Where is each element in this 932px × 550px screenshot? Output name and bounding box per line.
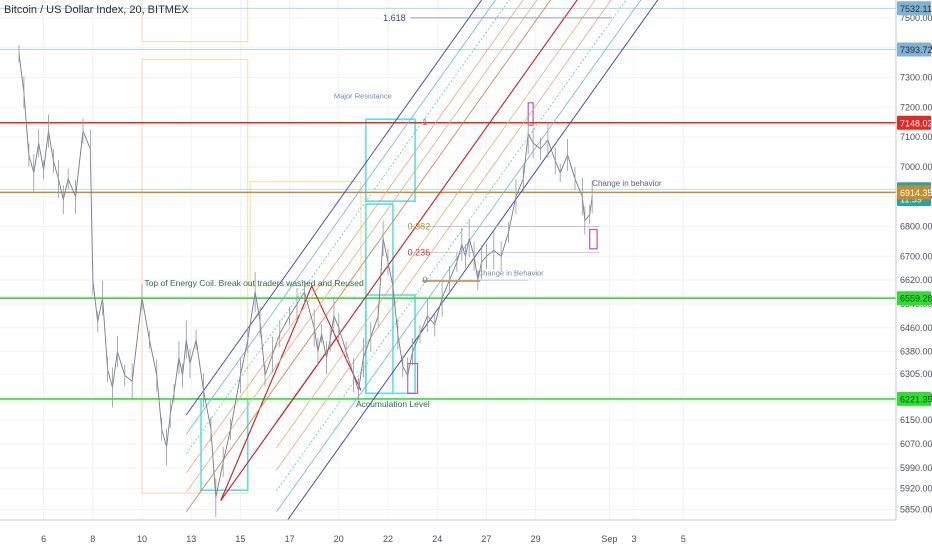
pitchfork-line-0 [185, 0, 483, 416]
fib-label-1: 1 [422, 117, 427, 127]
major-resistance-label: Major Resistance [334, 91, 392, 100]
price-badge-label-2: 7148.02 [900, 118, 932, 128]
time-tick-label-3: 13 [186, 534, 196, 544]
price-badge-6 [897, 291, 931, 306]
change-behavior-1-label: Change in behavior [592, 179, 662, 188]
pitchfork-line-7 [276, 0, 596, 449]
price-tick-label-15: 7100.00 [900, 132, 932, 142]
price-tick-label-4: 6150.00 [900, 415, 932, 425]
fib-label-3: 0.236 [408, 248, 431, 258]
time-tick-label-0: 6 [41, 534, 46, 544]
time-tick-label-8: 24 [432, 534, 442, 544]
price-tick-label-2: 5990.00 [900, 463, 932, 473]
price-badge-7 [897, 391, 931, 406]
price-badges: 7532.117393.727148.026924.8511:596914.35… [897, 1, 932, 406]
drawing-rect-3 [365, 118, 416, 202]
price-axis[interactable]: 5850.005920.005990.006070.006150.006230.… [895, 0, 932, 550]
energy-coil-label: Top of Energy Coil. Break out traders wa… [144, 278, 364, 288]
time-tick-label-11: Sep [601, 534, 617, 544]
fib-label-0: 1.618 [383, 13, 406, 23]
price-tick-label-17: 7300.00 [900, 72, 932, 82]
price-axis-bg [896, 0, 932, 550]
price-tick-label-7: 6380.00 [900, 347, 932, 357]
pitchfork-line-3 [186, 0, 524, 474]
time-tick-label-5: 17 [285, 534, 295, 544]
time-tick-label-13: 5 [681, 534, 686, 544]
price-badge-label-5: 6914.35 [900, 188, 932, 198]
price-tick-label-16: 7200.00 [900, 102, 932, 112]
time-tick-label-12: 3 [631, 534, 636, 544]
price-badge-label-6: 6559.28 [900, 294, 932, 304]
price-tick-label-1: 5920.00 [900, 484, 932, 494]
price-badge-1 [897, 42, 931, 57]
pitchfork-line-10 [276, 0, 642, 513]
drawing-rect-1 [141, 59, 249, 494]
pitchfork-line-8 [276, 0, 612, 471]
drawing-rectangles [141, 0, 598, 494]
price-tick-label-0: 5850.00 [900, 505, 932, 515]
time-tick-label-2: 10 [137, 534, 147, 544]
time-tick-label-9: 27 [481, 534, 491, 544]
pitchfork-channel [185, 0, 659, 537]
time-tick-label-10: 29 [531, 534, 541, 544]
pitchfork-line-4 [186, 0, 538, 493]
price-tick-label-19: 7500.00 [900, 13, 932, 23]
price-tick-label-12: 6800.00 [900, 221, 932, 231]
accumulation-label: Accumulation Level [356, 399, 430, 409]
price-badge-5 [897, 185, 931, 200]
drawing-rect-8 [527, 102, 534, 126]
price-tick-label-3: 6070.00 [900, 439, 932, 449]
chart-drawings [410, 17, 612, 282]
price-badge-label-7: 6221.35 [900, 394, 932, 404]
time-axis[interactable]: 6 8 10 13 15 17 20 22 24 27 29 Sep 3 5 [0, 519, 896, 550]
price-badge-2 [897, 115, 931, 130]
drawing-rect-9 [589, 228, 598, 250]
price-badge-label-0: 7532.11 [900, 4, 932, 14]
pitchfork-line-5 [186, 0, 552, 512]
price-series [18, 44, 593, 518]
change-behavior-2-label: Change in Behavior [478, 269, 544, 278]
time-tick-label-1: 8 [90, 534, 95, 544]
price-badge-0 [897, 1, 931, 16]
time-tick-label-7: 22 [383, 534, 393, 544]
chart-title: Bitcoin / US Dollar Index, 20, BITMEX [4, 4, 189, 16]
fib-label-4: 0 [422, 275, 427, 285]
price-tick-label-8: 6460.00 [900, 323, 932, 333]
pitchfork-line-11 [275, 0, 659, 537]
price-tick-label-14: 7000.00 [900, 162, 932, 172]
time-axis-bg [0, 520, 896, 550]
chart-annotations: 1.618 1 0.382 0.236 0 Major Resistance Top of … [144, 13, 661, 409]
price-tick-label-11: 6700.00 [900, 251, 932, 261]
time-tick-label-4: 15 [235, 534, 245, 544]
price-tick-label-6: 6305.00 [900, 369, 932, 379]
pitchfork-handle [220, 284, 362, 501]
price-tick-label-10: 6620.00 [900, 275, 932, 285]
horizontal-levels [0, 7, 896, 400]
price-badge-label-1: 7393.72 [900, 45, 932, 55]
pitchfork-line-1 [186, 0, 496, 435]
pitchfork-line-6 [275, 0, 578, 423]
pitchfork-line-9 [276, 0, 627, 492]
time-tick-label-6: 20 [334, 534, 344, 544]
fib-label-2: 0.382 [408, 221, 431, 231]
drawing-rect-0 [141, 0, 249, 43]
grid-layer [0, 0, 896, 520]
price-badge-label-4: 11:59 [900, 195, 922, 205]
